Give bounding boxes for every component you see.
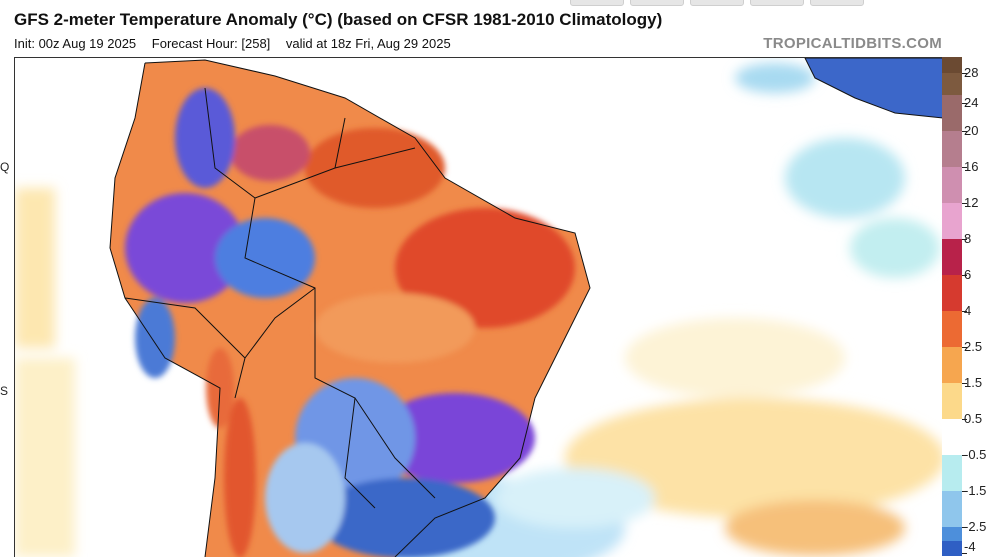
colorbar-segment (942, 203, 962, 239)
colorbar-segment (942, 311, 962, 347)
map-subtitle: Init: 00z Aug 19 2025 Forecast Hour: [25… (14, 36, 463, 51)
colorbar-segment (942, 131, 962, 167)
colorbar-label: 20 (964, 123, 979, 138)
country-borders (109, 59, 591, 557)
colorbar-segment (942, 95, 962, 131)
brand-watermark: TROPICALTIDBITS.COM (763, 35, 942, 52)
colorbar-segment (942, 57, 962, 73)
colorbar-label: -0.5 (964, 447, 987, 462)
colorbar-label: 1.5 (964, 375, 983, 390)
toolbar-button[interactable] (570, 0, 624, 6)
colorbar-segment (942, 419, 962, 455)
colorbar-label: -1.5 (964, 483, 987, 498)
colorbar-label: 28 (964, 65, 979, 80)
colorbar-segment (942, 527, 962, 541)
land-anomalies (125, 88, 575, 557)
colorbar-segment (942, 541, 962, 556)
colorbar-label: 4 (964, 303, 972, 318)
toolbar-button[interactable] (810, 0, 864, 6)
colorbar-segment (942, 491, 962, 527)
map-title: GFS 2-meter Temperature Anomaly (°C) (ba… (14, 10, 663, 29)
valid-time: valid at 18z Fri, Aug 29 2025 (285, 36, 451, 51)
lat-label-south: S (0, 384, 9, 398)
colorbar-segment (942, 455, 962, 491)
colorbar-segment (942, 383, 962, 419)
top-toolbar (570, 0, 864, 6)
init-time: Init: 00z Aug 19 2025 (14, 36, 137, 51)
forecast-hour: Forecast Hour: [258] (151, 36, 271, 51)
colorbar-label: -4 (964, 539, 976, 554)
colorbar-label: 2.5 (964, 339, 983, 354)
colorbar-labels: 28 24 20 16 12 8 6 4 2.5 1.5 0.5 -0.5 -1… (962, 57, 1000, 556)
colorbar-segment (942, 167, 962, 203)
colorbar-segment (942, 275, 962, 311)
colorbar-segment (942, 73, 962, 95)
colorbar-segment (942, 347, 962, 383)
colorbar-label: 12 (964, 195, 979, 210)
colorbar-label: -2.5 (964, 519, 987, 534)
colorbar (942, 57, 962, 556)
lat-label-eq: Q (0, 160, 10, 174)
colorbar-label: 16 (964, 159, 979, 174)
colorbar-label: 24 (964, 95, 979, 110)
colorbar-label: 0.5 (964, 411, 983, 426)
colorbar-label: 6 (964, 267, 972, 282)
map-canvas (15, 58, 943, 557)
toolbar-button[interactable] (690, 0, 744, 6)
africa-corner (804, 58, 943, 119)
colorbar-segment (942, 239, 962, 275)
anomaly-map[interactable] (14, 57, 943, 557)
toolbar-button[interactable] (630, 0, 684, 6)
colorbar-label: 8 (964, 231, 972, 246)
toolbar-button[interactable] (750, 0, 804, 6)
